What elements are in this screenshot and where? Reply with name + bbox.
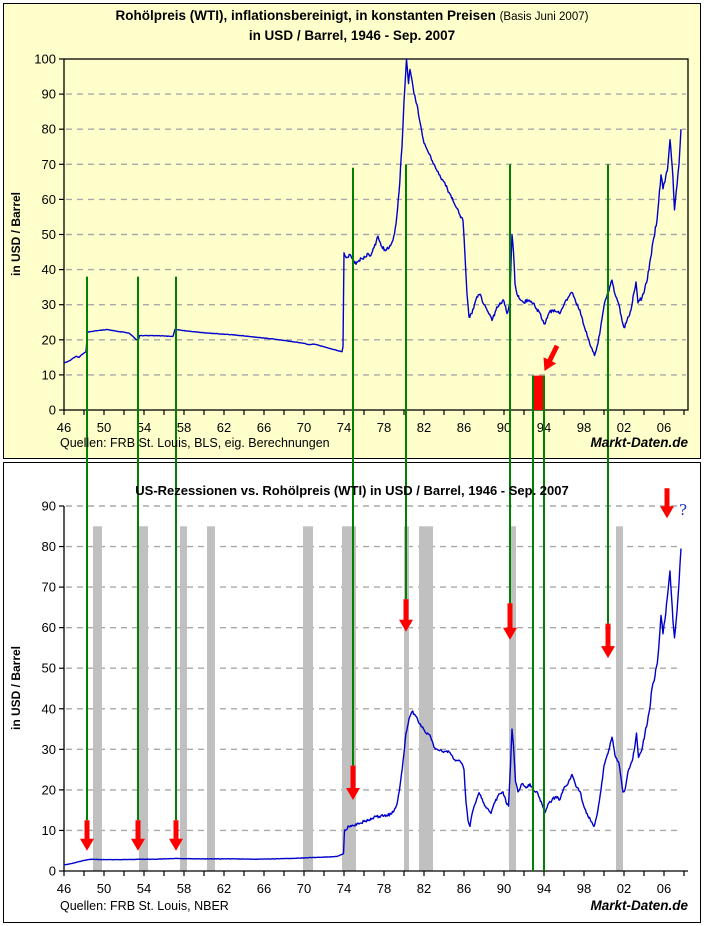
x-axis-tick-label: 90 — [497, 881, 511, 896]
x-axis-tick-label: 78 — [377, 881, 391, 896]
y-axis-tick-label: 20 — [42, 332, 56, 347]
x-axis-tick-label: 02 — [617, 420, 631, 435]
x-axis-tick-label: 50 — [97, 881, 111, 896]
x-axis-tick-label: 50 — [97, 420, 111, 435]
top-chart-subtitle: in USD / Barrel, 1946 - Sep. 2007 — [248, 28, 456, 43]
bottom-y-axis-title: in USD / Barrel — [9, 646, 23, 730]
y-axis-tick-label: 80 — [42, 122, 56, 137]
x-axis-tick-label: 98 — [577, 420, 591, 435]
y-axis-tick-label: 30 — [42, 742, 56, 757]
x-axis-tick-label: 46 — [57, 420, 71, 435]
x-axis-tick-label: 82 — [417, 420, 431, 435]
y-axis-tick-label: 70 — [42, 157, 56, 172]
no-recession-red-bar — [534, 375, 543, 410]
y-axis-tick-label: 90 — [42, 499, 56, 514]
recession-bar — [207, 526, 215, 871]
x-axis-tick-label: 54 — [137, 420, 151, 435]
x-axis-tick-label: 74 — [337, 420, 351, 435]
y-axis-tick-label: 0 — [49, 864, 56, 879]
event-arrow-red — [601, 623, 615, 659]
recession-bar — [93, 526, 102, 871]
recession-bar — [180, 526, 187, 871]
x-axis-tick-label: 86 — [457, 420, 471, 435]
event-arrow-red — [169, 820, 183, 851]
oil-price-line-real — [63, 58, 682, 364]
event-arrow-red — [503, 603, 517, 640]
x-axis-tick-label: 70 — [297, 881, 311, 896]
x-axis-tick-label: 54 — [137, 881, 151, 896]
recession-bar — [616, 526, 623, 871]
y-axis-tick-label: 100 — [34, 52, 56, 67]
y-axis-tick-label: 90 — [42, 87, 56, 102]
oil-price-line-nominal — [63, 548, 682, 866]
y-axis-tick-label: 10 — [42, 367, 56, 382]
recession-bar — [303, 526, 313, 871]
x-axis-tick-label: 06 — [657, 420, 671, 435]
y-axis-tick-label: 0 — [49, 403, 56, 418]
x-axis-tick-label: 86 — [457, 881, 471, 896]
x-axis-tick-label: 74 — [337, 881, 351, 896]
x-axis-tick-label: 58 — [177, 881, 191, 896]
recession-bar — [419, 526, 433, 871]
y-axis-tick-label: 40 — [42, 701, 56, 716]
event-arrow-red — [80, 820, 94, 851]
bottom-chart-source: Quellen: FRB St. Louis, NBER — [60, 899, 229, 913]
x-axis-tick-label: 62 — [217, 420, 231, 435]
bottom-chart-title: US-Rezessionen vs. Rohölpreis (WTI) in U… — [135, 483, 569, 498]
event-arrow-red — [346, 765, 360, 800]
y-axis-tick-label: 40 — [42, 262, 56, 277]
y-axis-tick-label: 50 — [42, 661, 56, 676]
y-axis-tick-label: 70 — [42, 580, 56, 595]
top-chart-watermark: Markt-Daten.de — [590, 435, 688, 450]
x-axis-tick-label: 66 — [257, 881, 271, 896]
x-axis-tick-label: 46 — [57, 881, 71, 896]
y-axis-tick-label: 50 — [42, 227, 56, 242]
x-axis-tick-label: 90 — [497, 420, 511, 435]
y-axis-tick-label: 60 — [42, 192, 56, 207]
recession-bar — [509, 526, 516, 871]
recession-bar — [404, 526, 409, 871]
x-axis-tick-label: 62 — [217, 881, 231, 896]
bottom-chart-watermark: Markt-Daten.de — [590, 898, 688, 913]
top-chart-source: Quellen: FRB St. Louis, BLS, eig. Berech… — [60, 436, 330, 450]
y-axis-tick-label: 20 — [42, 782, 56, 797]
x-axis-tick-label: 02 — [617, 881, 631, 896]
top-plot-frame — [63, 58, 689, 411]
event-arrow-red — [399, 599, 413, 632]
y-axis-tick-label: 10 — [42, 823, 56, 838]
top-chart-title: Rohölpreis (WTI), inflationsbereinigt, i… — [0, 8, 704, 23]
top-y-axis-title: in USD / Barrel — [9, 192, 23, 276]
y-axis-tick-label: 60 — [42, 620, 56, 635]
event-arrow-red — [131, 820, 145, 851]
x-axis-tick-label: 06 — [657, 881, 671, 896]
question-arrow-red — [660, 488, 674, 519]
top-red-arrow — [543, 344, 560, 371]
y-axis-tick-label: 80 — [42, 539, 56, 554]
x-axis-tick-label: 70 — [297, 420, 311, 435]
x-axis-tick-label: 82 — [417, 881, 431, 896]
top-chart-title-basis-note: (Basis Juni 2007) — [499, 11, 589, 23]
x-axis-tick-label: 98 — [577, 881, 591, 896]
x-axis-tick-label: 94 — [537, 881, 551, 896]
x-axis-tick-label: 66 — [257, 420, 271, 435]
question-mark-annotation: ? — [679, 501, 688, 519]
recession-bar — [139, 526, 148, 871]
top-chart-title-main: Rohölpreis (WTI), inflationsbereinigt, i… — [115, 8, 496, 23]
x-axis-tick-label: 78 — [377, 420, 391, 435]
y-axis-tick-label: 30 — [42, 297, 56, 312]
x-axis-tick-label: 58 — [177, 420, 191, 435]
